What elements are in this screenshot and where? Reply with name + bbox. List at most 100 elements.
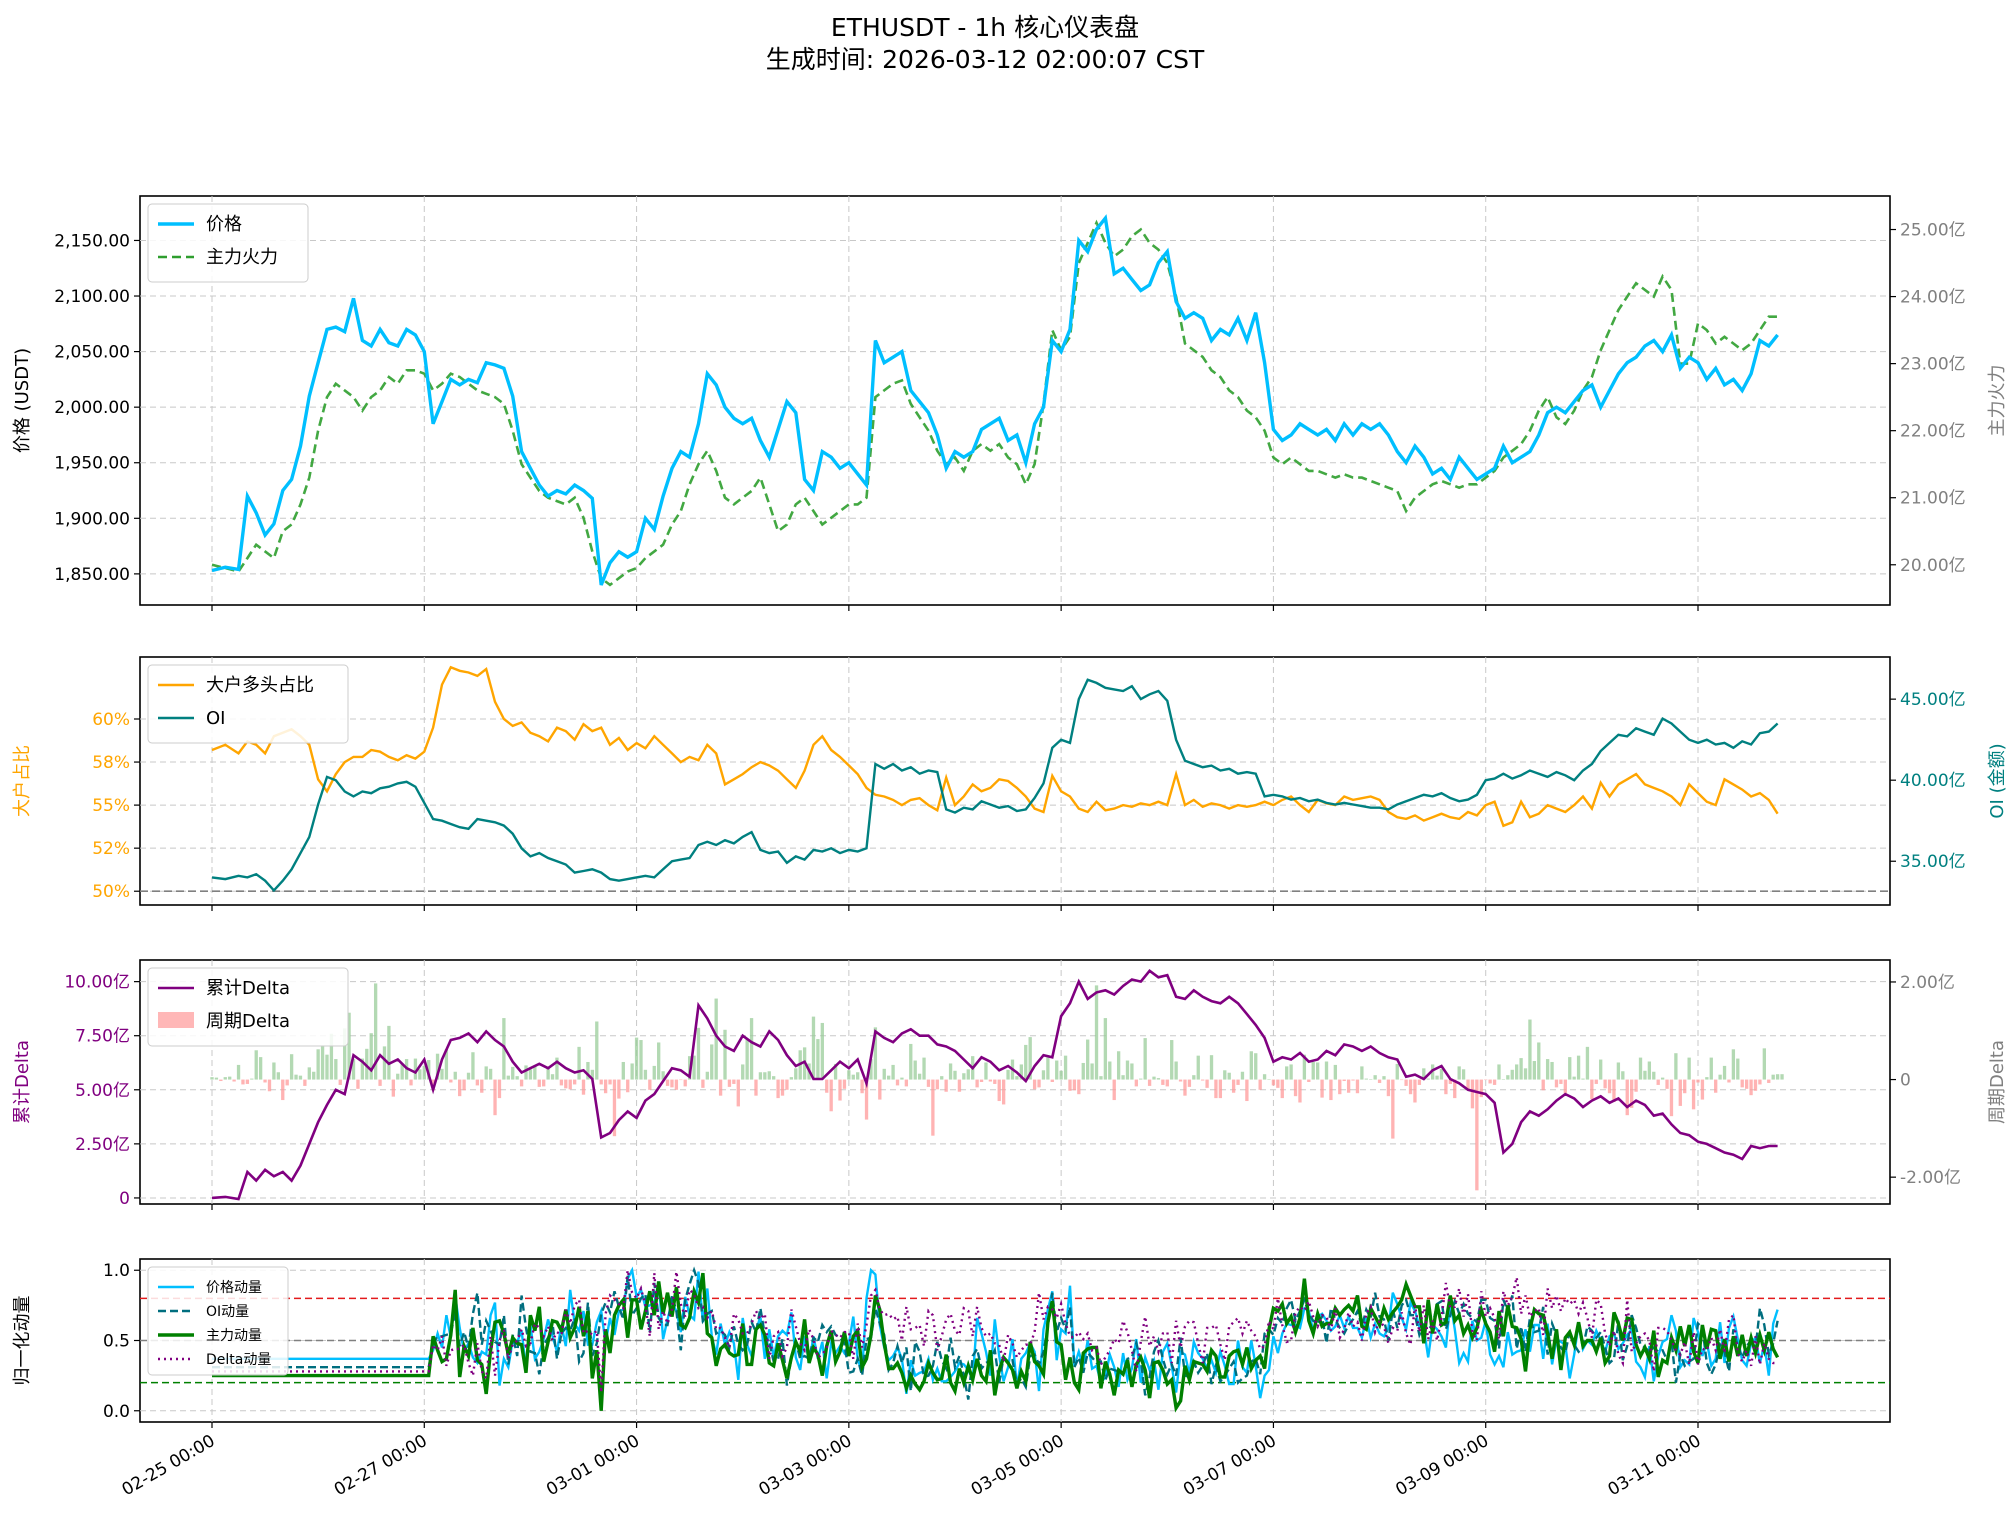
legend-label: 主力动量 <box>206 1328 262 1344</box>
period-delta-bar <box>882 1068 886 1080</box>
period-delta-bar <box>369 1033 373 1080</box>
period-delta-bar <box>988 1079 993 1082</box>
period-delta-bar <box>789 1077 794 1080</box>
period-delta-bar <box>749 1018 754 1080</box>
figure-subtitle: 生成时间: 2026-03-12 02:00:07 CST <box>766 45 1205 74</box>
period-delta-bar <box>1059 1070 1063 1080</box>
period-delta-bar <box>612 1079 617 1137</box>
period-delta-bar <box>820 1022 824 1080</box>
period-delta-bar <box>864 1079 869 1120</box>
period-delta-bar <box>931 1079 935 1136</box>
panel-1-ytick-label: 60% <box>92 710 130 730</box>
legend-label: OI <box>206 708 225 729</box>
panel-1-ytick-label: 52% <box>92 839 130 859</box>
period-delta-bar <box>334 1059 338 1080</box>
period-delta-bar <box>511 1066 515 1080</box>
panel-1-legend: 大户多头占比 OI <box>147 664 349 744</box>
period-delta-bar <box>692 1055 696 1080</box>
period-delta-bar <box>993 1079 997 1084</box>
panel-0-ytick-label: 2,000.00 <box>54 398 130 418</box>
period-delta-bar <box>1245 1079 1249 1102</box>
period-delta-bar <box>838 1079 842 1101</box>
period-delta-bar <box>1333 1064 1338 1080</box>
period-delta-bar <box>674 1079 679 1090</box>
period-delta-bar <box>550 1074 555 1080</box>
period-delta-bar <box>1218 1079 1223 1099</box>
period-delta-bar <box>1736 1058 1740 1080</box>
period-delta-bar <box>1139 1078 1143 1080</box>
panel-1-y2tick-label: 40.00亿 <box>1900 771 1966 791</box>
period-delta-bar <box>519 1079 524 1087</box>
period-delta-bar <box>1125 1060 1130 1080</box>
period-delta-bar <box>1276 1079 1280 1088</box>
period-delta-bar <box>736 1079 740 1107</box>
panel-3-ytick-label: 0.0 <box>103 1402 130 1422</box>
period-delta-bar <box>325 1054 329 1080</box>
period-delta-bar <box>895 1079 900 1086</box>
period-delta-bar <box>1470 1079 1475 1109</box>
period-delta-bar <box>577 1046 581 1080</box>
period-delta-bar <box>1015 1076 1019 1080</box>
period-delta-bar <box>608 1079 612 1085</box>
period-delta-bar <box>776 1079 780 1099</box>
period-delta-bar <box>1771 1074 1775 1080</box>
period-delta-bar <box>1740 1079 1744 1088</box>
period-delta-bar <box>1342 1079 1346 1082</box>
period-delta-bar <box>1280 1079 1284 1099</box>
period-delta-bar <box>444 1049 449 1080</box>
period-delta-bar <box>1691 1079 1696 1110</box>
period-delta-bar <box>210 1077 214 1080</box>
panel-2-frame <box>139 959 1891 1205</box>
period-delta-bar <box>1484 1079 1488 1081</box>
period-delta-bar <box>758 1072 763 1080</box>
period-delta-bar <box>435 1053 440 1080</box>
period-delta-bar <box>1395 1063 1399 1080</box>
period-delta-bar <box>1714 1079 1718 1093</box>
period-delta-bar <box>307 1067 311 1080</box>
panel-0-ytick-label: 2,150.00 <box>54 231 130 251</box>
period-delta-bar <box>568 1079 572 1090</box>
period-delta-bar <box>400 1063 404 1080</box>
period-delta-bar <box>718 1079 723 1096</box>
panel-0-left-ylabel: 价格 (USDT) <box>12 348 33 453</box>
period-delta-bar <box>639 1040 643 1080</box>
period-delta-bar <box>1037 1079 1041 1088</box>
period-delta-bar <box>1320 1079 1324 1098</box>
period-delta-bar <box>1647 1061 1652 1080</box>
period-delta-bar <box>316 1049 320 1080</box>
period-delta-bar <box>1355 1079 1360 1094</box>
period-delta-bar <box>528 1069 533 1080</box>
period-delta-bar <box>413 1058 418 1080</box>
panel-1-right-ylabel: OI (金额) <box>1987 743 2008 818</box>
period-delta-bar <box>1227 1072 1231 1080</box>
period-delta-bar <box>1550 1061 1554 1080</box>
period-delta-bar <box>634 1037 639 1080</box>
period-delta-bar <box>396 1073 400 1080</box>
period-delta-bar <box>1024 1044 1028 1080</box>
period-delta-bar <box>913 1060 917 1080</box>
panel-1-y2tick-label: 35.00亿 <box>1900 852 1966 872</box>
period-delta-bar <box>1422 1068 1426 1080</box>
panel-1-ytick-label: 55% <box>92 796 130 816</box>
period-delta-bar <box>851 1074 855 1080</box>
period-delta-bar <box>484 1066 488 1080</box>
period-delta-bar <box>1068 1079 1072 1091</box>
period-delta-bar <box>1400 1079 1404 1081</box>
legend-label: 价格动量 <box>206 1280 262 1296</box>
period-delta-bar <box>1099 1076 1103 1080</box>
period-delta-bar <box>533 1066 537 1080</box>
period-delta-bar <box>710 1044 714 1080</box>
period-delta-bar <box>1103 1018 1108 1080</box>
period-delta-bar <box>1293 1079 1298 1097</box>
period-delta-bar <box>1285 1066 1289 1080</box>
period-delta-bar <box>1192 1075 1196 1080</box>
period-delta-bar <box>1603 1079 1607 1089</box>
period-delta-bar <box>387 1025 391 1080</box>
period-delta-bar <box>228 1076 232 1080</box>
period-delta-bar <box>648 1079 652 1090</box>
period-delta-bar <box>1386 1079 1391 1097</box>
period-delta-bar <box>1696 1079 1700 1083</box>
period-delta-bar <box>1744 1079 1749 1089</box>
panel-3-ytick-label: 1.0 <box>103 1261 130 1281</box>
